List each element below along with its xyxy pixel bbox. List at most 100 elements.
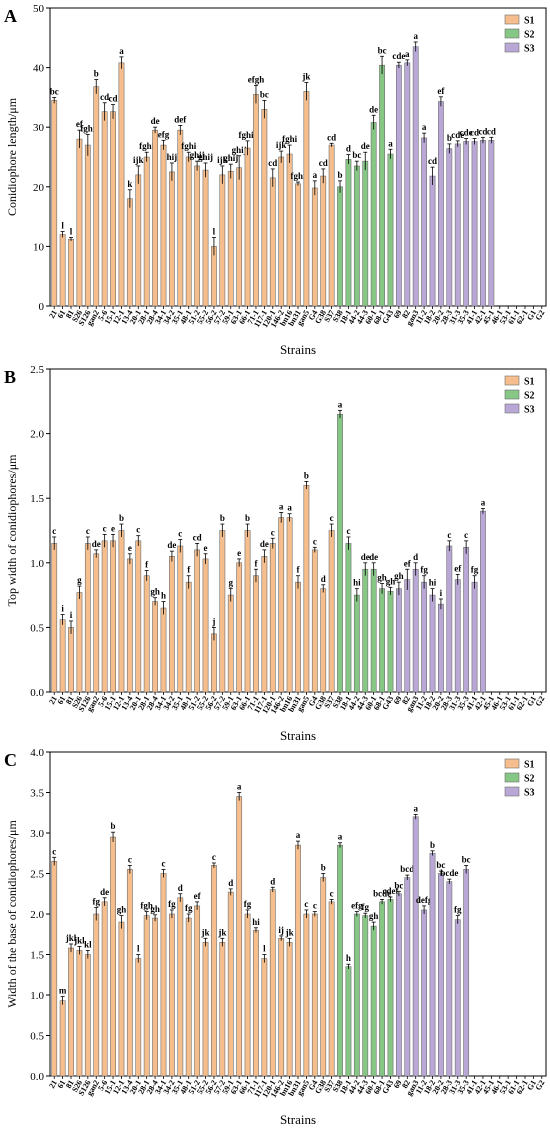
bar bbox=[387, 153, 394, 307]
bar bbox=[51, 861, 58, 1077]
bar bbox=[76, 592, 83, 693]
bar bbox=[395, 588, 402, 693]
bar bbox=[404, 579, 411, 693]
bar bbox=[202, 169, 209, 307]
significance-label: bc bbox=[436, 860, 445, 870]
significance-label: b bbox=[94, 69, 99, 79]
significance-label: fgh bbox=[140, 901, 153, 911]
significance-label: c bbox=[128, 854, 132, 864]
significance-label: fghi bbox=[80, 123, 96, 133]
x-tick-label: 81 bbox=[64, 309, 76, 320]
significance-label: fg bbox=[471, 565, 479, 575]
x-tick-label: G4 bbox=[307, 695, 320, 708]
x-tick-label: 61 bbox=[56, 309, 68, 320]
significance-label: b bbox=[304, 470, 309, 480]
legend-swatch-s1 bbox=[504, 375, 520, 386]
y-tick-label: 1.5 bbox=[30, 493, 44, 505]
bar bbox=[286, 517, 293, 693]
bar bbox=[412, 816, 419, 1077]
x-tick-label: G2 bbox=[534, 695, 547, 708]
bar bbox=[328, 144, 335, 307]
significance-label: ghij bbox=[198, 152, 213, 162]
bar bbox=[438, 873, 444, 1077]
significance-label: f bbox=[187, 565, 191, 575]
bar bbox=[328, 901, 335, 1077]
significance-label: de bbox=[369, 104, 378, 114]
bar bbox=[454, 143, 461, 307]
legend-swatch-s2 bbox=[504, 28, 520, 39]
bar bbox=[253, 929, 259, 1077]
bar bbox=[379, 901, 385, 1077]
bar bbox=[84, 543, 91, 693]
y-tick-label: 0.0 bbox=[30, 1071, 44, 1083]
x-tick-label: G1 bbox=[525, 695, 538, 708]
significance-label: cd bbox=[268, 158, 277, 168]
significance-label: b bbox=[245, 513, 250, 523]
significance-label: jkl bbox=[73, 935, 85, 945]
bar bbox=[202, 942, 209, 1077]
significance-label: hij bbox=[167, 152, 178, 162]
y-tick-label: 1.0 bbox=[30, 990, 44, 1002]
significance-label: a bbox=[338, 399, 343, 409]
bar bbox=[438, 101, 444, 307]
bar bbox=[395, 64, 402, 307]
significance-label: d bbox=[321, 574, 326, 584]
significance-label: gh bbox=[394, 571, 404, 581]
significance-label: a bbox=[313, 170, 318, 180]
bar bbox=[269, 177, 276, 307]
panel-label: C bbox=[4, 750, 17, 770]
y-tick-label: 0.5 bbox=[30, 622, 44, 634]
bar bbox=[126, 198, 133, 307]
significance-label: bc bbox=[352, 150, 361, 160]
bar bbox=[379, 588, 385, 693]
significance-label: i bbox=[70, 610, 73, 620]
bar bbox=[429, 852, 436, 1077]
significance-label: ef bbox=[76, 119, 84, 129]
bar bbox=[311, 913, 318, 1077]
legend-swatch-s3 bbox=[504, 786, 520, 797]
significance-label: gh bbox=[386, 576, 396, 586]
bar bbox=[463, 141, 470, 307]
bar bbox=[404, 877, 411, 1077]
x-tick-label: 82 bbox=[400, 309, 412, 320]
significance-label: b bbox=[447, 133, 452, 143]
significance-label: d bbox=[346, 144, 351, 154]
y-axis-label: Top width of conidiophores/μm bbox=[5, 454, 19, 607]
bar bbox=[101, 901, 108, 1077]
significance-label: a bbox=[237, 782, 242, 792]
significance-label: bcde bbox=[373, 888, 391, 898]
bar bbox=[303, 913, 310, 1077]
significance-label: jk bbox=[301, 72, 310, 82]
significance-label: c bbox=[52, 526, 56, 536]
significance-label: i bbox=[440, 588, 443, 598]
significance-label: ef bbox=[454, 563, 462, 573]
significance-label: bc bbox=[50, 86, 59, 96]
bar bbox=[295, 581, 301, 693]
significance-label: jk bbox=[285, 927, 294, 937]
significance-label: cde bbox=[451, 130, 464, 140]
y-tick-label: 0.5 bbox=[30, 1031, 44, 1043]
bar bbox=[404, 62, 411, 307]
x-tick-label: G4 bbox=[307, 309, 320, 322]
y-tick-label: 0 bbox=[39, 301, 45, 313]
significance-label: hi bbox=[252, 917, 260, 927]
bar bbox=[446, 545, 453, 693]
significance-label: def bbox=[174, 114, 187, 124]
bar bbox=[84, 954, 91, 1077]
bar bbox=[480, 140, 486, 307]
bar bbox=[320, 877, 327, 1077]
bar bbox=[168, 556, 175, 693]
bar bbox=[227, 171, 234, 307]
significance-label: ij bbox=[278, 925, 284, 935]
significance-label: de bbox=[100, 887, 109, 897]
x-tick-label: 21 bbox=[47, 695, 59, 706]
significance-label: c bbox=[313, 901, 317, 911]
significance-label: gh bbox=[369, 911, 379, 921]
bar bbox=[160, 607, 167, 693]
bar bbox=[236, 796, 243, 1077]
significance-label: d bbox=[413, 552, 418, 562]
significance-label: ijk bbox=[276, 140, 287, 150]
significance-label: efgh bbox=[248, 74, 265, 84]
bar bbox=[337, 413, 343, 693]
legend-swatch-s1 bbox=[504, 14, 520, 25]
